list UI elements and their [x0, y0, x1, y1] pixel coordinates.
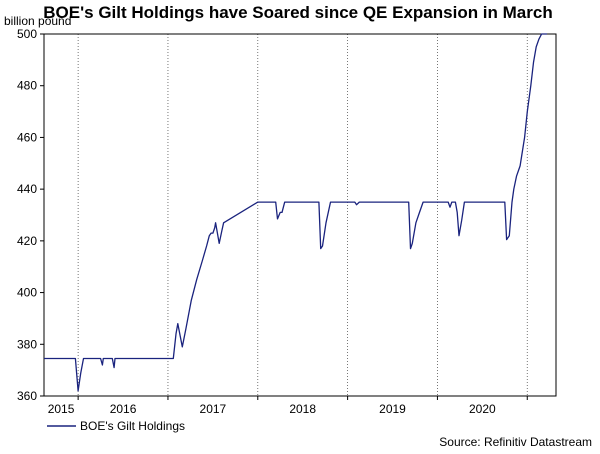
y-tick-label-500: 500: [17, 27, 37, 41]
y-axis-ticks: 360 380 400 420 440 460 480 500: [17, 27, 44, 403]
y-tick-label-420: 420: [17, 234, 37, 248]
legend-label: BOE's Gilt Holdings: [80, 419, 185, 433]
x-tick-label-2018: 2018: [289, 402, 316, 416]
x-tick-label-2020: 2020: [469, 402, 496, 416]
vertical-grid-lines: [77, 34, 528, 396]
legend: BOE's Gilt Holdings: [47, 419, 185, 433]
plot-area-frame: [43, 33, 557, 397]
y-tick-label-440: 440: [17, 182, 37, 196]
series-line-boe-gilt-holdings: [44, 33, 547, 392]
source-note: Source: Refinitiv Datastream: [439, 435, 592, 449]
x-tick-label-2019: 2019: [379, 402, 406, 416]
y-tick-label-400: 400: [17, 286, 37, 300]
x-axis-ticks: 2015 2016 2017 2018 2019 2020: [48, 396, 528, 416]
chart-title: BOE's Gilt Holdings have Soared since QE…: [43, 3, 552, 22]
y-tick-label-480: 480: [17, 79, 37, 93]
y-axis-unit-label: billion pound: [4, 14, 71, 28]
y-tick-label-360: 360: [17, 389, 37, 403]
y-tick-label-380: 380: [17, 337, 37, 351]
x-tick-label-2016: 2016: [110, 402, 137, 416]
y-tick-label-460: 460: [17, 130, 37, 144]
x-tick-label-2015: 2015: [48, 402, 75, 416]
x-tick-label-2017: 2017: [200, 402, 227, 416]
